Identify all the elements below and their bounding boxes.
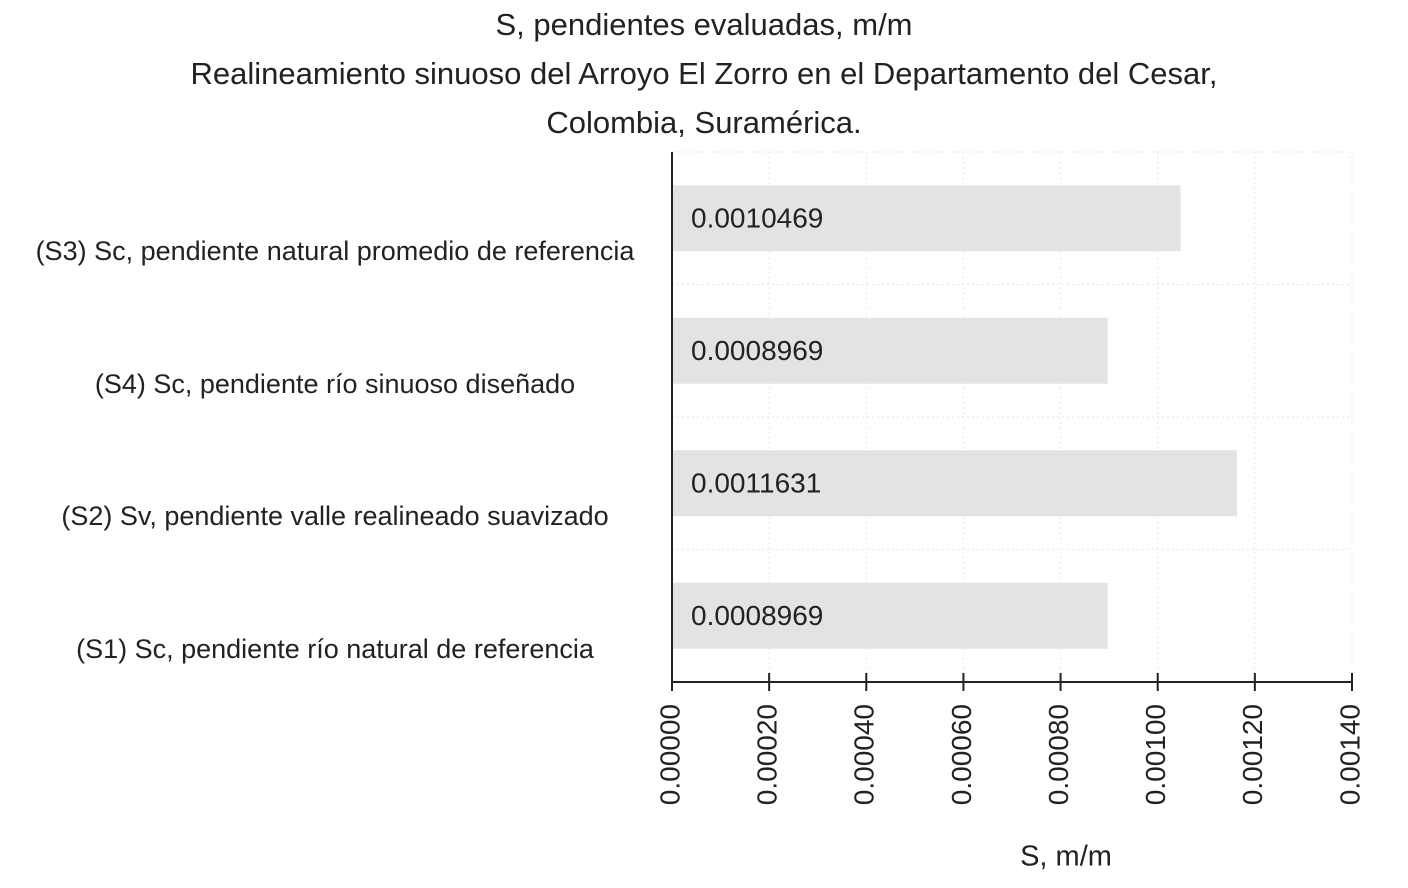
y-tick-label: (S4) Sc, pendiente río sinuoso diseñado (94, 368, 576, 399)
bar (672, 185, 1181, 252)
value-label: 0.0010469 (691, 203, 823, 234)
value-label: 0.0008969 (691, 335, 823, 366)
x-tick-label: 0.00080 (1043, 704, 1074, 805)
value-label: 0.0008969 (691, 600, 823, 631)
bar (672, 582, 1108, 649)
x-tick-label: 0.00120 (1237, 704, 1268, 805)
x-tick-label: 0.00000 (654, 704, 685, 805)
x-tick-label: 0.00140 (1334, 704, 1365, 805)
chart-subtitle: Realineamiento sinuoso del Arroyo El Zor… (190, 56, 1218, 140)
x-tick-label: 0.00100 (1140, 704, 1171, 805)
bar (672, 317, 1108, 384)
y-tick-label: (S1) Sc, pendiente río natural de refere… (76, 633, 594, 664)
x-tick-label: 0.00060 (946, 704, 977, 805)
x-tick-label: 0.00020 (752, 704, 783, 805)
bar (672, 450, 1237, 517)
value-label: 0.0011631 (691, 468, 821, 499)
x-tick-label: 0.00040 (849, 704, 880, 805)
y-tick-label: (S3) Sc, pendiente natural promedio de r… (35, 236, 635, 267)
y-tick-label: (S2) Sv, pendiente valle realineado suav… (61, 501, 609, 532)
chart-title: S, pendientes evaluadas, m/m (495, 7, 913, 42)
x-axis-label: S, m/m (1020, 841, 1112, 873)
